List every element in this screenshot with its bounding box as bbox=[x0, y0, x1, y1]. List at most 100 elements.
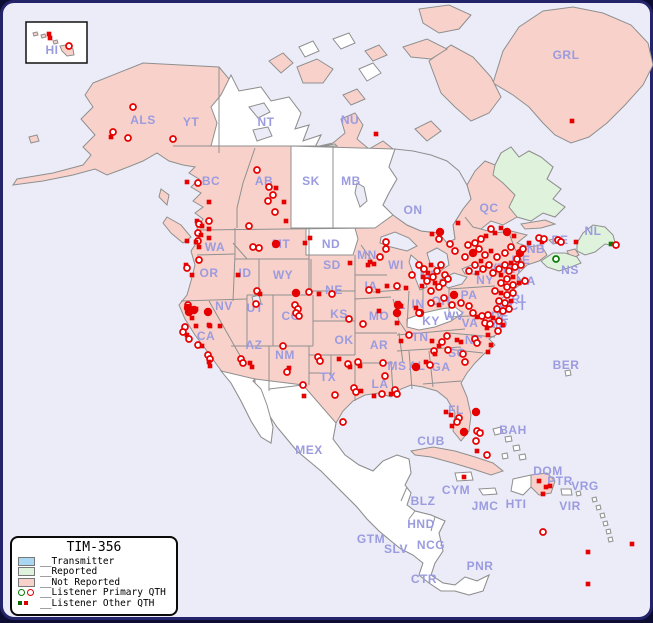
region-label-vrg: VRG bbox=[571, 479, 599, 493]
listener-other-qth-marker bbox=[428, 262, 434, 268]
listener-other-qth-marker bbox=[448, 412, 454, 418]
region-label-ok: OK bbox=[335, 333, 354, 347]
listener-qth-circle-marker bbox=[471, 239, 479, 247]
region-label-gtm: GTM bbox=[357, 532, 385, 546]
listener-qth-circle-marker bbox=[109, 128, 117, 136]
listener-other-qth-marker bbox=[629, 541, 635, 547]
listener-qth-circle-marker bbox=[271, 208, 279, 216]
region-label-nl: NL bbox=[585, 224, 602, 238]
listener-other-qth-marker bbox=[492, 230, 498, 236]
listener-other-qth-marker bbox=[516, 280, 522, 286]
listener-qth-circle-marker bbox=[469, 309, 477, 317]
listener-qth-circle-marker bbox=[493, 253, 501, 261]
listener-other-qth-marker bbox=[478, 258, 484, 264]
listener-other-qth-marker bbox=[373, 131, 379, 137]
listener-qth-circle-marker bbox=[499, 307, 507, 315]
listener-qth-circle-marker bbox=[339, 418, 347, 426]
region-label-la: LA bbox=[372, 377, 389, 391]
listener-other-qth-marker bbox=[371, 261, 377, 267]
listener-qth-circle-marker bbox=[179, 328, 187, 336]
listener-qth-circle-marker bbox=[265, 183, 273, 191]
listener-qth-circle-marker bbox=[252, 300, 260, 308]
listener-qth-dot-marker bbox=[183, 303, 193, 313]
listener-qth-circle-marker bbox=[457, 299, 465, 307]
listener-other-qth-marker bbox=[413, 305, 419, 311]
swatch-transmitter-icon bbox=[18, 556, 40, 566]
listener-other-qth-marker bbox=[367, 259, 373, 265]
continent-landmass bbox=[11, 4, 653, 596]
listener-qth-circle-marker bbox=[249, 243, 257, 251]
listener-qth-circle-marker bbox=[205, 217, 213, 225]
listener-qth-circle-marker bbox=[376, 253, 384, 261]
region-label-ncg: NCG bbox=[417, 538, 445, 552]
listener-qth-circle-marker bbox=[493, 305, 501, 313]
listener-other-qth-marker bbox=[46, 31, 52, 37]
legend-item: __Reported bbox=[18, 566, 170, 577]
listener-other-qth-marker bbox=[526, 240, 532, 246]
listener-other-qth-marker bbox=[454, 337, 460, 343]
region-label-jmc: JMC bbox=[472, 499, 499, 513]
listener-other-qth-marker bbox=[500, 322, 506, 328]
listener-qth-circle-marker bbox=[245, 222, 253, 230]
listener-qth-circle-marker bbox=[426, 361, 434, 369]
listener-qth-circle-marker bbox=[255, 244, 263, 252]
listener-other-qth-marker bbox=[461, 474, 467, 480]
listener-qth-circle-marker bbox=[183, 264, 191, 272]
listener-qth-circle-marker bbox=[519, 245, 527, 253]
listener-other-qth-marker bbox=[510, 274, 516, 280]
listener-other-qth-marker bbox=[485, 332, 491, 338]
listener-qth-circle-marker bbox=[486, 320, 494, 328]
listener-other-qth-marker bbox=[376, 308, 382, 314]
listener-other-qth-marker bbox=[536, 478, 542, 484]
listener-qth-circle-marker bbox=[517, 261, 525, 269]
listener-qth-circle-marker bbox=[435, 283, 443, 291]
listener-qth-circle-marker bbox=[448, 301, 456, 309]
no-data-regions bbox=[210, 73, 614, 596]
listener-qth-circle-marker bbox=[378, 390, 386, 398]
listener-other-qth-marker bbox=[206, 359, 212, 365]
listener-qth-circle-marker bbox=[195, 256, 203, 264]
region-label-nm: NM bbox=[275, 348, 295, 362]
listener-other-qth-marker bbox=[384, 283, 390, 289]
listener-other-qth-marker bbox=[485, 349, 491, 355]
haiti bbox=[510, 474, 532, 496]
listener-other-qth-marker bbox=[455, 220, 461, 226]
haida-gwaii bbox=[158, 188, 170, 207]
listener-qth-circle-marker bbox=[283, 368, 291, 376]
listener-qth-circle-marker bbox=[440, 294, 448, 302]
listener-other-qth-marker bbox=[184, 238, 190, 244]
region-label-nu: NU bbox=[341, 113, 359, 127]
listener-qth-circle-marker bbox=[478, 312, 486, 320]
listener-other-qth-marker bbox=[371, 393, 377, 399]
listener-qth-circle-marker bbox=[420, 265, 428, 273]
legend-item: __Not Reported bbox=[18, 577, 170, 588]
listener-other-qth-marker bbox=[585, 549, 591, 555]
region-baja bbox=[219, 370, 274, 444]
listener-qth-dot-marker bbox=[449, 290, 459, 300]
listener-other-qth-marker bbox=[184, 332, 190, 338]
region-label-ns: NS bbox=[561, 263, 579, 277]
listener-qth-circle-marker bbox=[540, 235, 548, 243]
cuba-island bbox=[409, 446, 505, 476]
listener-qth-circle-marker bbox=[491, 287, 499, 295]
region-label-hi: HI bbox=[46, 43, 59, 57]
listener-other-qth-marker bbox=[498, 272, 504, 278]
listener-qth-circle-marker bbox=[305, 288, 313, 296]
listener-qth-circle-marker bbox=[427, 299, 435, 307]
region-label-pnr: PNR bbox=[467, 559, 494, 573]
listener-other-qth-marker bbox=[365, 262, 371, 268]
listener-other-qth-marker bbox=[398, 303, 404, 309]
listener-other-qth-marker bbox=[307, 235, 313, 241]
antilles-4 bbox=[602, 520, 609, 527]
region-label-cub: CUB bbox=[417, 434, 445, 448]
listener-qth-circle-marker bbox=[316, 357, 324, 365]
listener-qth-circle-marker bbox=[433, 267, 441, 275]
listener-qth-dot-marker bbox=[392, 308, 402, 318]
listener-qth-circle-marker bbox=[444, 275, 452, 283]
north-america-map: HIALSYTNTNUGRLBCABSKMBONQCNLPENBNSMEWAMT… bbox=[11, 4, 653, 596]
listener-other-qth-marker bbox=[484, 325, 490, 331]
listener-other-qth-marker bbox=[257, 291, 263, 297]
listener-other-qth-marker bbox=[217, 323, 223, 329]
listener-other-qth-marker bbox=[488, 342, 494, 348]
